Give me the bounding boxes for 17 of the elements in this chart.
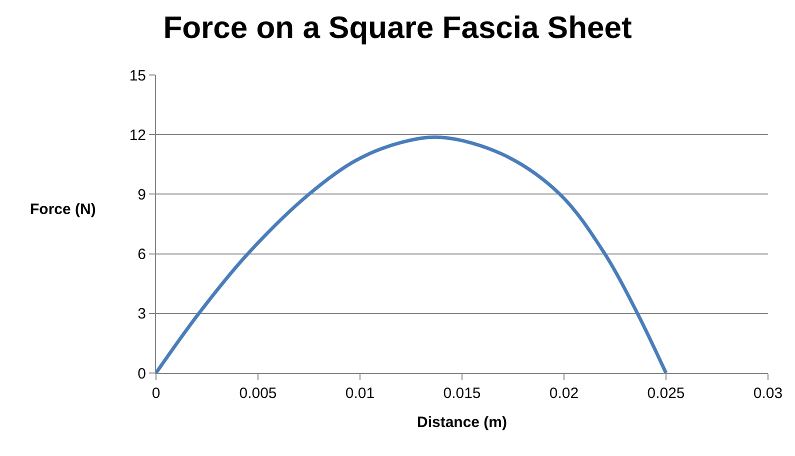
chart-title: Force on a Square Fascia Sheet <box>163 10 632 46</box>
x-tick-label: 0.02 <box>549 385 579 402</box>
x-tick-label: 0.005 <box>239 385 277 402</box>
y-tick-label: 15 <box>129 67 146 84</box>
y-tick-label: 6 <box>138 246 146 264</box>
y-tick-label: 12 <box>129 126 146 144</box>
line-series <box>156 135 668 373</box>
x-tick-label: 0.01 <box>345 385 375 402</box>
x-tick-label: 0.015 <box>443 385 481 402</box>
y-tick-label: 9 <box>138 186 146 204</box>
x-axis-title: Distance (m) <box>416 414 508 431</box>
y-tick-label: 0 <box>138 365 146 382</box>
y-tick-label: 3 <box>138 306 146 323</box>
x-tick-label: 0.025 <box>647 385 685 402</box>
y-axis-title: Force (N) <box>30 201 96 218</box>
x-tick-label: 0 <box>152 385 160 402</box>
x-tick-label: 0.03 <box>753 385 783 402</box>
